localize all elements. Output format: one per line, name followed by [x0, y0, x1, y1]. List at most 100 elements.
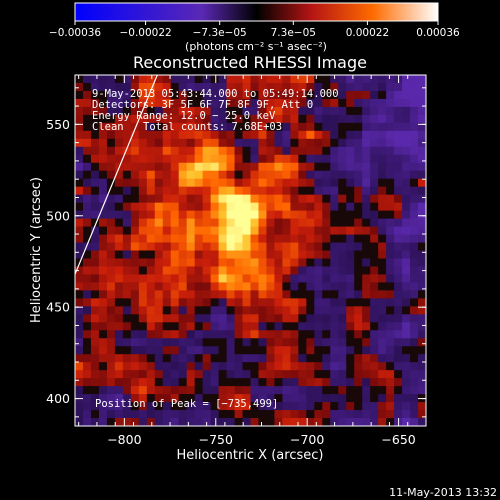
- heatmap-cell: [370, 75, 379, 84]
- heatmap-cell: [242, 402, 252, 411]
- heatmap-cell: [394, 258, 403, 268]
- heatmap-cell: [274, 242, 284, 252]
- heatmap-cell: [266, 146, 276, 156]
- heatmap-cell: [234, 218, 244, 228]
- heatmap-cell: [250, 114, 260, 124]
- heatmap-cell: [370, 202, 379, 212]
- heatmap-cell: [266, 250, 276, 260]
- heatmap-cell: [234, 98, 244, 108]
- heatmap-cell: [386, 282, 395, 291]
- heatmap-cell: [290, 186, 299, 196]
- heatmap-cell: [75, 218, 84, 228]
- heatmap-cell: [226, 346, 236, 355]
- heatmap-cell: [266, 378, 276, 387]
- heatmap-cell: [186, 242, 196, 252]
- heatmap-cell: [106, 162, 116, 172]
- heatmap-cell: [234, 418, 244, 426]
- heatmap-cell: [290, 154, 299, 164]
- heatmap-cell: [290, 314, 299, 323]
- heatmap-cell: [370, 154, 379, 164]
- heatmap-cell: [130, 106, 140, 116]
- heatmap-cell: [170, 258, 180, 268]
- heatmap-cell: [338, 98, 347, 108]
- heatmap-cell: [394, 402, 403, 411]
- heatmap-cell: [98, 418, 108, 426]
- heatmap-cell: [362, 322, 371, 331]
- heatmap-cell: [146, 154, 156, 164]
- heatmap-cell: [170, 90, 180, 100]
- heatmap-cell: [218, 122, 228, 132]
- heatmap-cell: [354, 322, 363, 331]
- heatmap-cell: [122, 146, 132, 156]
- heatmap-cell: [202, 90, 212, 100]
- heatmap-cell: [282, 346, 291, 355]
- heatmap-cell: [250, 258, 260, 268]
- heatmap-cell: [258, 130, 268, 140]
- heatmap-cell: [146, 418, 156, 426]
- heatmap-cell: [402, 186, 411, 196]
- heatmap-cell: [242, 266, 252, 276]
- heatmap-cell: [234, 346, 244, 355]
- heatmap-cell: [330, 362, 339, 371]
- heatmap-cell: [298, 122, 307, 132]
- heatmap-cell: [178, 82, 188, 92]
- heatmap-cell: [162, 250, 172, 260]
- heatmap-cell: [314, 194, 323, 204]
- heatmap-cell: [290, 234, 299, 244]
- heatmap-cell: [378, 146, 387, 156]
- heatmap-cell: [282, 250, 291, 260]
- heatmap-cell: [162, 266, 172, 276]
- heatmap-cell: [210, 138, 220, 148]
- heatmap-cell: [290, 282, 299, 291]
- heatmap-cell: [162, 378, 172, 387]
- heatmap-cell: [98, 386, 108, 395]
- heatmap-cell: [258, 266, 268, 276]
- heatmap-cell: [75, 242, 84, 252]
- heatmap-cell: [75, 90, 84, 100]
- heatmap-cell: [306, 210, 315, 220]
- heatmap-cell: [330, 75, 339, 84]
- heatmap-cell: [170, 394, 180, 403]
- heatmap-cell: [75, 82, 84, 92]
- heatmap-cell: [418, 194, 426, 204]
- heatmap-cell: [210, 202, 220, 212]
- heatmap-cell: [282, 226, 291, 236]
- heatmap-cell: [234, 274, 244, 284]
- heatmap-cell: [98, 162, 108, 172]
- heatmap-cell: [170, 75, 180, 84]
- heatmap-cell: [154, 210, 164, 220]
- heatmap-cell: [290, 106, 299, 116]
- y-tick-label: 550: [46, 117, 70, 132]
- heatmap-cell: [210, 370, 220, 379]
- heatmap-cell: [378, 346, 387, 355]
- y-tick-label: 500: [46, 208, 70, 223]
- heatmap-cell: [202, 322, 212, 331]
- heatmap-cell: [242, 362, 252, 371]
- heatmap-cell: [258, 242, 268, 252]
- heatmap-cell: [154, 258, 164, 268]
- heatmap-cell: [114, 90, 124, 100]
- heatmap-cell: [418, 330, 426, 339]
- heatmap-cell: [186, 338, 196, 347]
- heatmap-cell: [386, 402, 395, 411]
- heatmap-cell: [170, 418, 180, 426]
- heatmap-cell: [130, 378, 140, 387]
- heatmap-cell: [354, 250, 363, 260]
- heatmap-cell: [98, 146, 108, 156]
- heatmap-cell: [250, 75, 260, 84]
- chart-title: Reconstructed RHESSI Image: [133, 53, 367, 72]
- heatmap-cell: [170, 330, 180, 339]
- heatmap-cell: [226, 194, 236, 204]
- heatmap-cell: [202, 338, 212, 347]
- heatmap-cell: [282, 178, 291, 188]
- heatmap-cell: [90, 146, 100, 156]
- heatmap-cell: [162, 186, 172, 196]
- heatmap-cell: [154, 354, 164, 363]
- heatmap-cell: [370, 138, 379, 148]
- heatmap-cell: [226, 146, 236, 156]
- heatmap-cell: [322, 234, 331, 244]
- heatmap-cell: [354, 75, 363, 84]
- heatmap-cell: [362, 314, 371, 323]
- heatmap-cell: [330, 402, 339, 411]
- heatmap-cell: [386, 226, 395, 236]
